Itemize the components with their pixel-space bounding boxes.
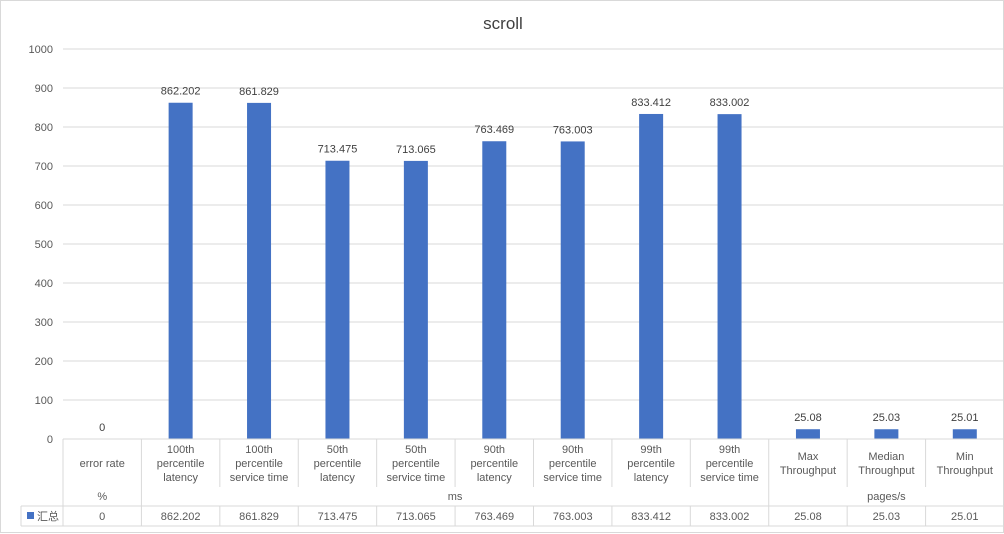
data-label: 0: [99, 422, 105, 434]
category-label: percentile: [392, 458, 440, 470]
category-label: Max: [798, 451, 819, 463]
data-label: 862.202: [161, 86, 201, 98]
bar: [560, 141, 585, 439]
y-tick-label: 200: [35, 356, 53, 368]
bar: [482, 141, 507, 440]
data-label: 25.03: [873, 412, 901, 424]
table-value: 713.475: [318, 511, 358, 523]
category-label: 90th: [484, 444, 505, 456]
category-label: Throughput: [858, 465, 914, 477]
category-label: error rate: [80, 458, 125, 470]
bar: [874, 429, 899, 439]
y-tick-label: 500: [35, 239, 53, 251]
data-label: 833.412: [631, 97, 671, 109]
category-label: latency: [634, 472, 669, 484]
unit-label: ms: [448, 491, 463, 503]
table-value: 862.202: [161, 511, 201, 523]
data-label: 763.003: [553, 124, 593, 136]
unit-label: %: [97, 491, 107, 503]
data-label: 25.01: [951, 412, 979, 424]
bar: [403, 160, 428, 439]
gridlines: [63, 48, 1004, 440]
category-label: percentile: [627, 458, 675, 470]
data-label: 833.002: [710, 97, 750, 109]
category-label: latency: [320, 472, 355, 484]
table-value: 763.469: [474, 511, 514, 523]
bar: [247, 102, 272, 439]
category-label: latency: [163, 472, 198, 484]
table-value: 833.412: [631, 511, 671, 523]
table-value: 833.002: [710, 511, 750, 523]
data-label: 25.08: [794, 412, 822, 424]
table-value: 0: [99, 511, 105, 523]
bar: [952, 429, 977, 439]
category-label: percentile: [706, 458, 754, 470]
y-axis-ticks: 0 100 200 300 400 500 600 700 800 900 1000: [29, 44, 53, 446]
y-tick-label: 700: [35, 161, 53, 173]
category-label: 50th: [405, 444, 426, 456]
category-label: 50th: [327, 444, 348, 456]
bar: [168, 102, 193, 440]
bar: [795, 429, 820, 439]
category-label: 100th: [245, 444, 273, 456]
data-label: 861.829: [239, 86, 279, 98]
category-label: Min: [956, 451, 974, 463]
table-value: 763.003: [553, 511, 593, 523]
category-label: percentile: [157, 458, 205, 470]
chart-title: scroll: [483, 14, 523, 33]
bar: [717, 114, 742, 440]
category-label: service time: [543, 472, 602, 484]
category-label: service time: [387, 472, 446, 484]
category-label: service time: [230, 472, 289, 484]
data-table: % ms pages/s error rate 100th percentile laten…: [20, 438, 1004, 527]
table-value: 25.01: [951, 511, 979, 523]
legend-series-name: 汇总: [37, 509, 59, 523]
y-tick-label: 800: [35, 122, 53, 134]
category-label: Throughput: [780, 465, 836, 477]
legend-key: [27, 512, 34, 519]
bar: [639, 113, 664, 439]
category-label: percentile: [470, 458, 518, 470]
unit-label: pages/s: [867, 491, 906, 503]
y-tick-label: 100: [35, 395, 53, 407]
data-label: 763.469: [474, 124, 514, 136]
category-label: Median: [868, 451, 904, 463]
category-label: percentile: [549, 458, 597, 470]
y-tick-label: 300: [35, 317, 53, 329]
y-tick-label: 400: [35, 278, 53, 290]
category-label: Throughput: [937, 465, 993, 477]
category-label: 100th: [167, 444, 195, 456]
data-labels: 0 862.202 861.829 713.475 713.065 763.469 763.…: [99, 86, 978, 434]
category-label: 90th: [562, 444, 583, 456]
table-value: 861.829: [239, 511, 279, 523]
bar: [325, 160, 350, 439]
table-value: 713.065: [396, 511, 436, 523]
y-tick-label: 600: [35, 200, 53, 212]
table-value: 25.03: [873, 511, 901, 523]
data-label: 713.475: [318, 144, 358, 156]
bars: [168, 102, 977, 440]
category-label: 99th: [719, 444, 740, 456]
data-label: 713.065: [396, 144, 436, 156]
y-tick-label: 900: [35, 83, 53, 95]
y-tick-label: 0: [47, 434, 53, 446]
category-label: latency: [477, 472, 512, 484]
category-label: percentile: [235, 458, 283, 470]
table-value: 25.08: [794, 511, 822, 523]
category-label: service time: [700, 472, 759, 484]
y-tick-label: 1000: [29, 44, 53, 56]
category-label: 99th: [640, 444, 661, 456]
category-label: percentile: [314, 458, 362, 470]
